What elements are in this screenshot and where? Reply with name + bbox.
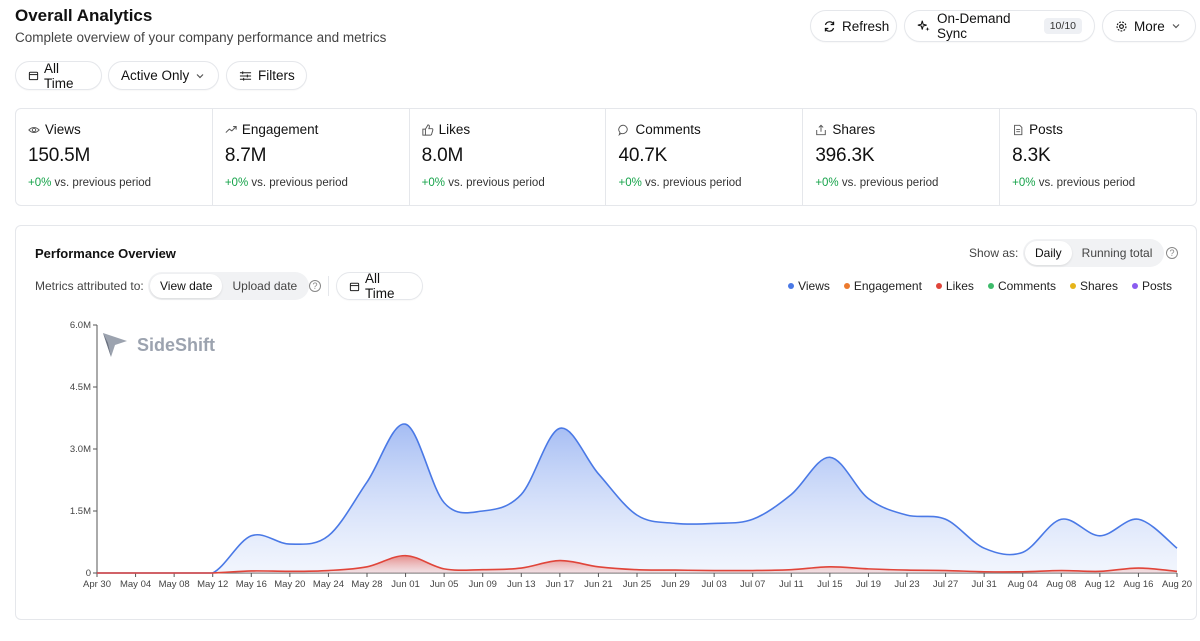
- stat-value: 396.3K: [815, 145, 875, 166]
- stat-change-suffix: vs. previous period: [448, 177, 545, 189]
- sync-count-badge: 10/10: [1043, 18, 1082, 34]
- stat-value: 8.3K: [1012, 145, 1051, 166]
- filters-label: Filters: [258, 68, 295, 83]
- active-only-dropdown[interactable]: Active Only: [108, 61, 219, 90]
- stat-change-suffix: vs. previous period: [841, 177, 939, 189]
- legend-dot: [843, 283, 850, 289]
- chevron-down-icon: [1172, 24, 1180, 29]
- share-icon: [816, 124, 827, 135]
- legend-label: Comments: [997, 279, 1056, 293]
- active-only-label: Active Only: [121, 68, 190, 83]
- help-icon[interactable]: ?: [309, 280, 321, 292]
- legend-likes[interactable]: Likes: [935, 279, 974, 293]
- all-time-filter[interactable]: All Time: [15, 60, 102, 91]
- sync-label: On-Demand Sync: [937, 11, 1011, 41]
- stat-card-views: Views 150.5M +0% vs. previous period: [16, 109, 213, 205]
- calendar-icon: [349, 282, 360, 291]
- stat-value: 8.0M: [421, 145, 464, 166]
- stat-change: +0%: [1012, 177, 1036, 189]
- legend-posts[interactable]: Posts: [1131, 279, 1172, 293]
- legend-dot: [788, 283, 795, 289]
- stat-label: Engagement: [241, 122, 319, 137]
- legend-engagement[interactable]: Engagement: [843, 279, 922, 293]
- stat-value: 40.7K: [618, 145, 668, 166]
- attr-upload-date[interactable]: Upload date: [232, 279, 298, 293]
- legend-label: Likes: [945, 279, 974, 293]
- on-demand-sync-button[interactable]: On-Demand Sync 10/10: [904, 10, 1095, 42]
- help-icon[interactable]: ?: [1166, 247, 1178, 259]
- filters-button[interactable]: Filters: [226, 61, 307, 90]
- legend-dot: [987, 283, 994, 289]
- legend-dot: [935, 283, 942, 289]
- chevron-down-icon: [196, 73, 204, 78]
- stat-change-suffix: vs. previous period: [54, 177, 152, 189]
- thumbs-up-icon: [422, 123, 433, 136]
- page-subtitle: Complete overview of your company perfor…: [15, 30, 387, 45]
- panel-title: Performance Overview: [35, 246, 176, 261]
- eye-icon: [28, 126, 40, 133]
- stat-change-suffix: vs. previous period: [1038, 177, 1136, 189]
- gear-icon: [1116, 20, 1127, 32]
- refresh-button[interactable]: Refresh: [810, 10, 897, 42]
- stat-change: +0%: [224, 177, 249, 189]
- stat-change-suffix: vs. previous period: [251, 177, 348, 189]
- sliders-icon: [239, 70, 252, 81]
- legend-views[interactable]: Views: [788, 279, 830, 293]
- sparkle-icon: [917, 20, 930, 32]
- stat-change: +0%: [28, 177, 52, 189]
- document-icon: [1014, 124, 1023, 135]
- legend-dot: [1069, 283, 1076, 289]
- stats-row: Views 150.5M +0% vs. previous period Eng…: [15, 108, 1197, 206]
- metrics-attributed-label: Metrics attributed to:: [35, 279, 144, 293]
- legend-label: Shares: [1079, 279, 1118, 293]
- legend-shares[interactable]: Shares: [1069, 279, 1118, 293]
- show-as-toggle[interactable]: Daily Running total: [1023, 239, 1165, 267]
- trending-up-icon: [225, 125, 237, 133]
- stat-change: +0%: [815, 177, 839, 189]
- all-time-label: All Time: [44, 60, 74, 91]
- attr-view-date[interactable]: View date: [150, 274, 223, 298]
- stat-card-shares: Shares 396.3K +0% vs. previous period: [803, 109, 1001, 205]
- refresh-icon: [824, 20, 835, 32]
- attribution-toggle[interactable]: View date Upload date: [148, 272, 310, 300]
- stat-change: +0%: [618, 177, 642, 189]
- stat-card-engagement: Engagement 8.7M +0% vs. previous period: [213, 109, 410, 205]
- stat-card-likes: Likes 8.0M +0% vs. previous period: [410, 109, 607, 205]
- stat-label: Posts: [1029, 122, 1063, 137]
- stat-card-posts: Posts 8.3K +0% vs. previous period: [1000, 109, 1196, 205]
- legend-label: Engagement: [853, 279, 922, 293]
- stat-card-comments: Comments 40.7K +0% vs. previous period: [606, 109, 804, 205]
- legend-label: Views: [798, 279, 830, 293]
- stat-label: Comments: [635, 122, 701, 137]
- show-as-running-total[interactable]: Running total: [1081, 246, 1153, 260]
- show-as-label: Show as:: [969, 246, 1019, 260]
- stat-change-suffix: vs. previous period: [645, 177, 742, 189]
- legend-dot: [1131, 283, 1138, 289]
- stat-change: +0%: [421, 177, 445, 189]
- stat-value: 8.7M: [224, 145, 267, 166]
- stat-label: Views: [45, 122, 81, 137]
- divider: [328, 276, 329, 296]
- more-label: More: [1134, 18, 1165, 34]
- legend-label: Posts: [1141, 279, 1172, 293]
- more-button[interactable]: More: [1102, 10, 1196, 42]
- stat-label: Shares: [832, 122, 876, 137]
- performance-panel: Performance Overview Show as: Daily Runn…: [15, 225, 1197, 620]
- stat-label: Likes: [438, 122, 471, 137]
- chart-legend: Views Engagement Likes Comments Shares P…: [788, 279, 1172, 293]
- stat-value: 150.5M: [28, 145, 91, 166]
- legend-comments[interactable]: Comments: [987, 279, 1056, 293]
- show-as-daily[interactable]: Daily: [1025, 241, 1072, 265]
- calendar-icon: [28, 71, 39, 81]
- page-title: Overall Analytics: [15, 6, 153, 25]
- comment-icon: [618, 124, 629, 136]
- chart-all-time-label: All Time: [365, 271, 395, 301]
- chart-all-time-filter[interactable]: All Time: [336, 271, 423, 301]
- refresh-label: Refresh: [842, 18, 890, 34]
